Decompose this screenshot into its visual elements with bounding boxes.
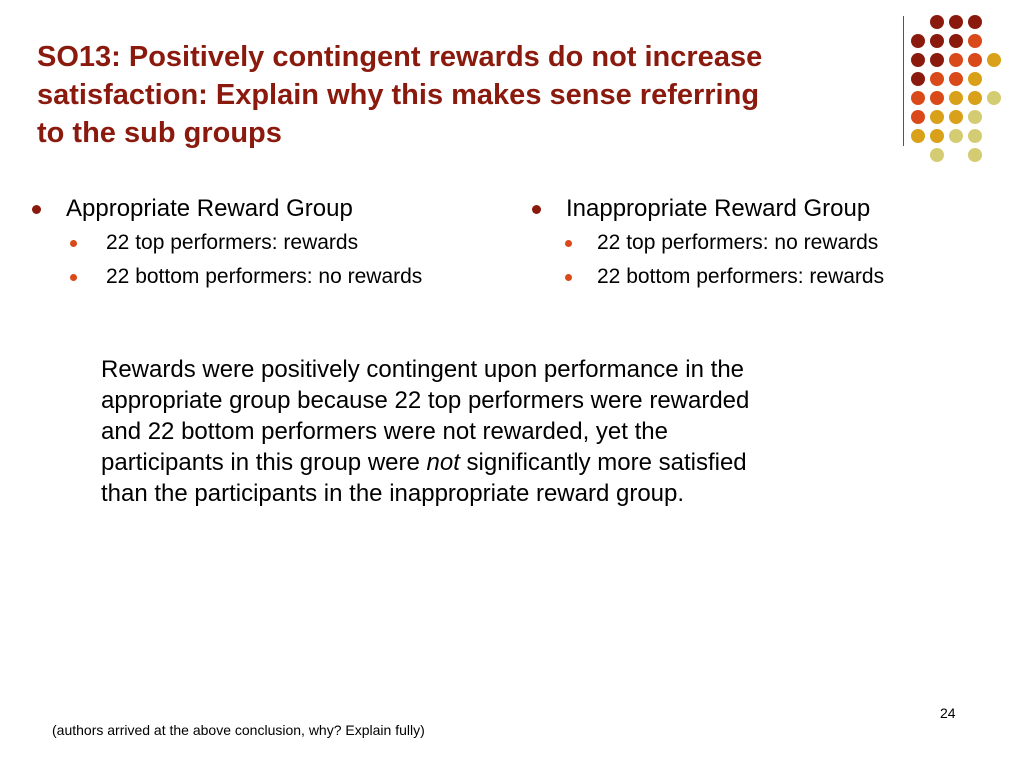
decorative-divider: [903, 16, 904, 146]
slide-title-line: SO13: Positively contingent rewards do n…: [37, 41, 763, 73]
slide-title-line: satisfaction: Explain why this makes sen…: [37, 79, 760, 111]
decorative-dot: [911, 53, 925, 67]
decorative-dot: [911, 129, 925, 143]
decorative-dot: [930, 34, 944, 48]
paragraph-line: participants in this group were not sign…: [101, 447, 891, 478]
list-item: 22 bottom performers: no rewards: [30, 260, 510, 294]
decorative-dot: [968, 110, 982, 124]
decorative-dot: [930, 91, 944, 105]
list-item: 22 top performers: no rewards: [530, 226, 1000, 260]
list-item: 22 top performers: rewards: [30, 226, 510, 260]
decorative-dot: [949, 91, 963, 105]
decorative-dot: [968, 72, 982, 86]
conclusion-paragraph: Rewards were positively contingent upon …: [101, 354, 891, 509]
paragraph-line: Rewards were positively contingent upon …: [101, 356, 745, 383]
footnote: (authors arrived at the above conclusion…: [52, 722, 425, 738]
decorative-dot: [968, 34, 982, 48]
decorative-dot: [949, 72, 963, 86]
inappropriate-group-heading: Inappropriate Reward Group: [530, 192, 1000, 226]
decorative-dot: [930, 15, 944, 29]
paragraph-text: participants in this group were: [101, 449, 427, 476]
decorative-dot: [911, 72, 925, 86]
decorative-dot: [930, 72, 944, 86]
slide-title-line: to the sub groups: [37, 117, 282, 149]
decorative-dot: [987, 91, 1001, 105]
decorative-dot: [930, 53, 944, 67]
decorative-dot: [968, 148, 982, 162]
decorative-dot: [968, 15, 982, 29]
paragraph-line: than the participants in the inappropria…: [101, 480, 685, 507]
decorative-dot: [949, 110, 963, 124]
paragraph-text: significantly more satisfied: [459, 449, 747, 476]
list-item: 22 bottom performers: rewards: [530, 260, 1000, 294]
decorative-dot: [949, 15, 963, 29]
paragraph-line: appropriate group because 22 top perform…: [101, 387, 750, 414]
inappropriate-group-list: Inappropriate Reward Group 22 top perfor…: [530, 192, 1000, 294]
appropriate-group-list: Appropriate Reward Group 22 top performe…: [30, 192, 510, 294]
decorative-dot: [987, 53, 1001, 67]
decorative-dot: [930, 148, 944, 162]
decorative-dot: [949, 53, 963, 67]
decorative-dot: [930, 129, 944, 143]
decorative-dot: [911, 91, 925, 105]
emphasis-text: not: [426, 449, 460, 476]
decorative-dot: [968, 91, 982, 105]
decorative-dot: [949, 129, 963, 143]
decorative-dot: [930, 110, 944, 124]
decorative-dot: [911, 34, 925, 48]
slide-title: SO13: Positively contingent rewards do n…: [37, 38, 897, 152]
page-number: 24: [940, 705, 956, 721]
appropriate-group-heading: Appropriate Reward Group: [30, 192, 510, 226]
decorative-dot: [968, 53, 982, 67]
decorative-dot: [911, 110, 925, 124]
decorative-dot: [949, 34, 963, 48]
paragraph-line: and 22 bottom performers were not reward…: [101, 418, 668, 445]
decorative-dot: [968, 129, 982, 143]
